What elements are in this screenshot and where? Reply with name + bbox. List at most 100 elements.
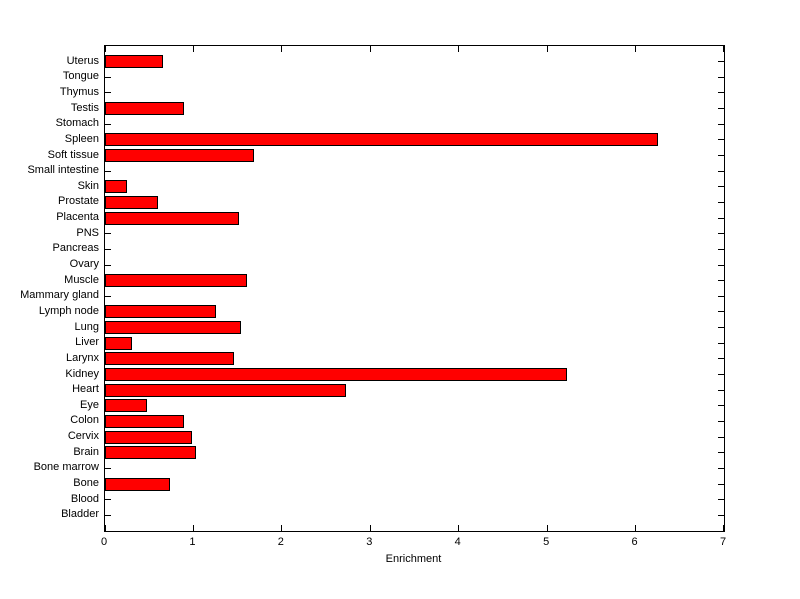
y-tick — [105, 92, 111, 94]
category-label: Eye — [80, 398, 99, 411]
y-tick — [718, 499, 724, 501]
x-tick — [635, 525, 637, 531]
y-tick — [718, 389, 724, 391]
category-label: Spleen — [64, 132, 99, 145]
y-tick — [718, 483, 724, 485]
y-tick — [718, 123, 724, 125]
category-label: Skin — [77, 179, 99, 192]
y-tick — [718, 327, 724, 329]
y-tick — [105, 123, 111, 125]
bar — [105, 336, 132, 350]
category-label: Muscle — [64, 273, 99, 286]
category-label: Lung — [74, 320, 99, 333]
x-tick-label: 4 — [454, 536, 461, 548]
bar — [105, 446, 196, 460]
bar — [105, 211, 239, 225]
plot-area — [104, 45, 725, 532]
category-label: Small intestine — [27, 164, 99, 177]
x-tick — [192, 46, 194, 52]
x-tick — [105, 525, 106, 531]
y-tick — [105, 170, 111, 172]
bar — [105, 274, 247, 288]
y-tick — [718, 452, 724, 454]
y-tick — [718, 108, 724, 110]
x-tick — [546, 46, 548, 52]
y-tick — [718, 311, 724, 313]
x-tick-label: 0 — [100, 536, 108, 548]
bar — [105, 383, 346, 397]
x-tick — [369, 46, 371, 52]
y-tick — [105, 76, 111, 78]
x-tick — [458, 525, 460, 531]
bar — [105, 399, 147, 413]
x-tick — [192, 525, 194, 531]
y-tick — [105, 233, 111, 235]
x-tick-label: 3 — [366, 536, 373, 548]
y-tick — [718, 280, 724, 282]
category-label: Blood — [70, 492, 99, 505]
category-label: Colon — [70, 414, 99, 427]
y-tick — [105, 248, 111, 250]
x-axis-label: Enrichment — [385, 553, 442, 565]
category-label: Mammary gland — [20, 289, 99, 302]
category-label: Thymus — [59, 85, 99, 98]
y-tick — [105, 514, 111, 516]
y-tick — [718, 295, 724, 297]
category-label: Brain — [73, 445, 99, 458]
bar — [105, 430, 192, 444]
y-tick — [718, 264, 724, 266]
y-tick — [718, 436, 724, 438]
bar — [105, 414, 184, 428]
x-tick-label: 2 — [277, 536, 284, 548]
y-tick — [718, 76, 724, 78]
bar — [105, 368, 567, 382]
x-tick — [635, 46, 637, 52]
y-tick — [718, 342, 724, 344]
y-tick — [718, 139, 724, 141]
category-label: Prostate — [58, 195, 99, 208]
y-tick — [718, 374, 724, 376]
y-tick — [105, 264, 111, 266]
bar — [105, 180, 127, 194]
y-tick — [718, 201, 724, 203]
category-label: Kidney — [65, 367, 99, 380]
category-label: Heart — [72, 383, 99, 396]
x-tick — [458, 46, 460, 52]
category-label: Bone — [73, 477, 99, 490]
category-label: Larynx — [65, 351, 99, 364]
category-label: Soft tissue — [47, 148, 99, 161]
bar — [105, 352, 234, 366]
bar — [105, 149, 254, 163]
y-tick — [718, 420, 724, 422]
x-tick-label: 5 — [543, 536, 550, 548]
bar — [105, 321, 241, 335]
y-tick — [718, 217, 724, 219]
category-label: Pancreas — [52, 242, 99, 255]
x-tick-label: 1 — [189, 536, 196, 548]
y-tick — [718, 467, 724, 469]
x-tick-label: 7 — [719, 536, 727, 548]
x-tick — [281, 525, 283, 531]
category-label: Bone marrow — [33, 461, 99, 474]
category-label: Stomach — [55, 117, 99, 130]
x-tick — [546, 525, 548, 531]
category-label: Ovary — [69, 258, 99, 271]
y-tick — [105, 295, 111, 297]
category-label: Uterus — [66, 54, 99, 67]
category-label: Cervix — [67, 430, 99, 443]
y-tick — [718, 61, 724, 63]
category-label: Lymph node — [38, 304, 99, 317]
x-tick-label: 6 — [631, 536, 638, 548]
category-label: PNS — [76, 226, 99, 239]
y-tick — [718, 186, 724, 188]
category-label: Bladder — [61, 508, 99, 521]
y-tick — [718, 405, 724, 407]
y-tick — [105, 499, 111, 501]
bar — [105, 102, 184, 116]
y-tick — [718, 233, 724, 235]
y-tick — [718, 358, 724, 360]
y-tick — [718, 155, 724, 157]
y-tick — [718, 92, 724, 94]
y-tick — [718, 514, 724, 516]
